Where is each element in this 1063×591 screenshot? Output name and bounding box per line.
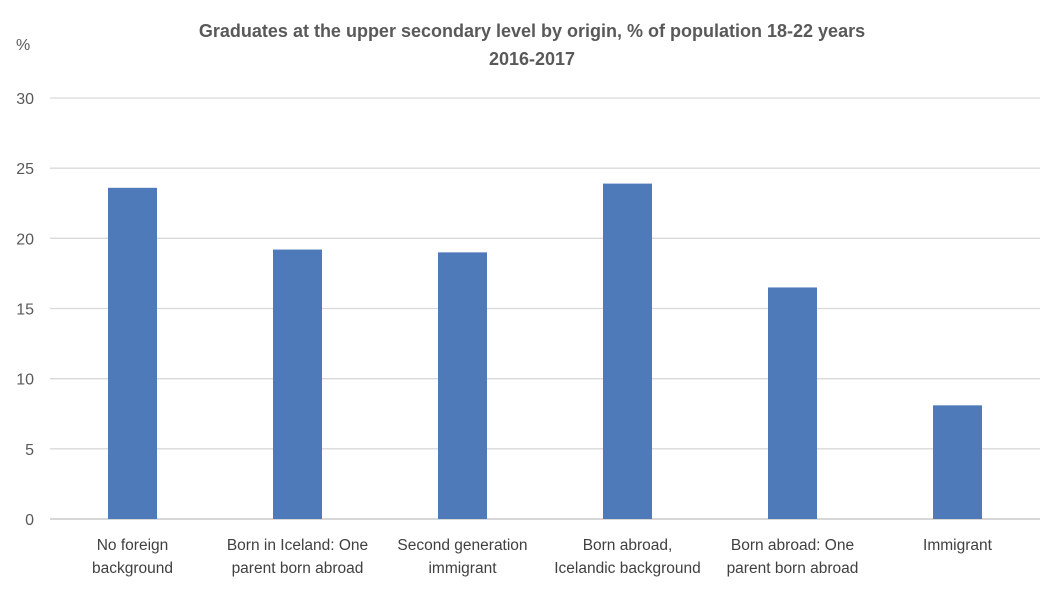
bar	[438, 252, 487, 519]
y-tick-label: 20	[16, 231, 34, 248]
y-tick-label: 0	[25, 512, 34, 529]
x-tick-label: Born abroad: One	[731, 537, 854, 554]
bar	[603, 183, 652, 519]
bar	[108, 187, 157, 519]
y-tick-label: 5	[25, 442, 34, 459]
x-tick-label: Born abroad,	[583, 537, 673, 554]
x-tick-label: Born in Iceland: One	[227, 537, 368, 554]
x-tick-label: parent born abroad	[727, 560, 859, 577]
x-tick-label: Immigrant	[923, 537, 993, 554]
y-axis-label: %	[16, 37, 30, 54]
x-tick-label: background	[92, 560, 173, 577]
y-tick-label: 10	[16, 372, 34, 389]
x-tick-label: Icelandic background	[554, 560, 701, 577]
x-tick-label: No foreign	[97, 537, 169, 554]
y-tick-label: 30	[16, 91, 34, 108]
bar	[768, 287, 817, 519]
chart-subtitle: 2016-2017	[489, 49, 575, 69]
chart-title: Graduates at the upper secondary level b…	[199, 21, 865, 41]
y-tick-label: 15	[16, 302, 34, 319]
x-tick-label: immigrant	[428, 560, 497, 577]
x-tick-label: parent born abroad	[232, 560, 364, 577]
bar	[273, 249, 322, 519]
y-tick-label: 25	[16, 161, 34, 178]
bar	[933, 405, 982, 519]
x-tick-label: Second generation	[397, 537, 527, 554]
